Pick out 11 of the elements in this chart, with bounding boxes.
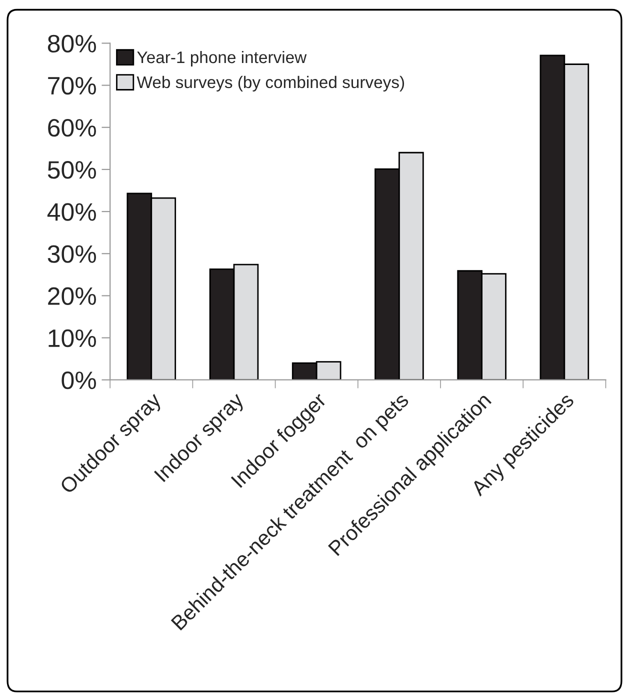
y-tick-label: 60% (48, 118, 96, 137)
legend-label: Web surveys (by combined surveys) (136, 76, 404, 92)
y-tick-label: 20% (48, 287, 96, 306)
y-tick-label: 50% (48, 161, 96, 179)
legend-label: Year-1 phone interview (137, 50, 307, 67)
y-tick-label: 30% (48, 245, 96, 263)
y-tick-label: 10% (48, 329, 96, 348)
y-tick-label: 0% (62, 371, 96, 390)
y-tick-label: 40% (47, 203, 96, 221)
y-tick-label: 80% (48, 34, 96, 53)
y-tick-label: 70% (48, 76, 96, 95)
